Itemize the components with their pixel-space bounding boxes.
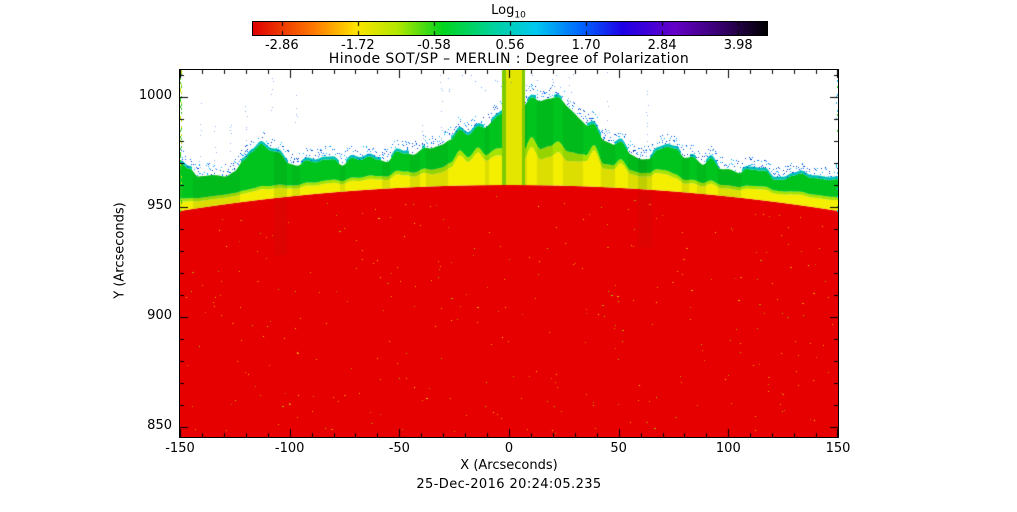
heatmap-canvas: [180, 70, 838, 437]
x-tick-label: -150: [165, 441, 195, 456]
x-tick-label: 50: [610, 441, 627, 456]
x-tick-label: 150: [825, 441, 851, 456]
colorbar-tick-label: 2.84: [647, 38, 677, 53]
x-tick-label: 100: [715, 441, 741, 456]
x-axis-label: X (Arcseconds): [460, 458, 558, 473]
colorbar-title-subscript: 10: [514, 10, 526, 21]
x-tick-label: -50: [388, 441, 410, 456]
colorbar-tick-label: -1.72: [341, 38, 375, 53]
x-tick-label: 0: [504, 441, 514, 456]
plot-title: Hinode SOT/SP – MERLIN : Degree of Polar…: [328, 51, 690, 67]
colorbar-tick-label: 1.70: [571, 38, 601, 53]
y-axis-label: Y (Arcseconds): [112, 202, 128, 299]
y-tick-label: 950: [147, 197, 172, 213]
timestamp-caption: 25-Dec-2016 20:24:05.235: [416, 477, 602, 492]
x-tick-label: -100: [274, 441, 305, 456]
y-tick-label: 900: [147, 307, 172, 323]
colorbar-title: Log10: [0, 3, 1017, 21]
colorbar-tick-label: 3.98: [723, 38, 753, 53]
colorbar-tick-label: -0.58: [417, 38, 451, 53]
colorbar: [252, 21, 768, 36]
colorbar-gradient: [253, 22, 767, 35]
plot-frame: [179, 69, 839, 438]
colorbar-tick-label: -2.86: [264, 38, 299, 53]
y-tick-label: 850: [147, 417, 172, 433]
y-tick-label: 1000: [138, 88, 172, 104]
colorbar-title-text: Log: [491, 3, 515, 18]
colorbar-tick-label: 0.56: [495, 38, 525, 53]
